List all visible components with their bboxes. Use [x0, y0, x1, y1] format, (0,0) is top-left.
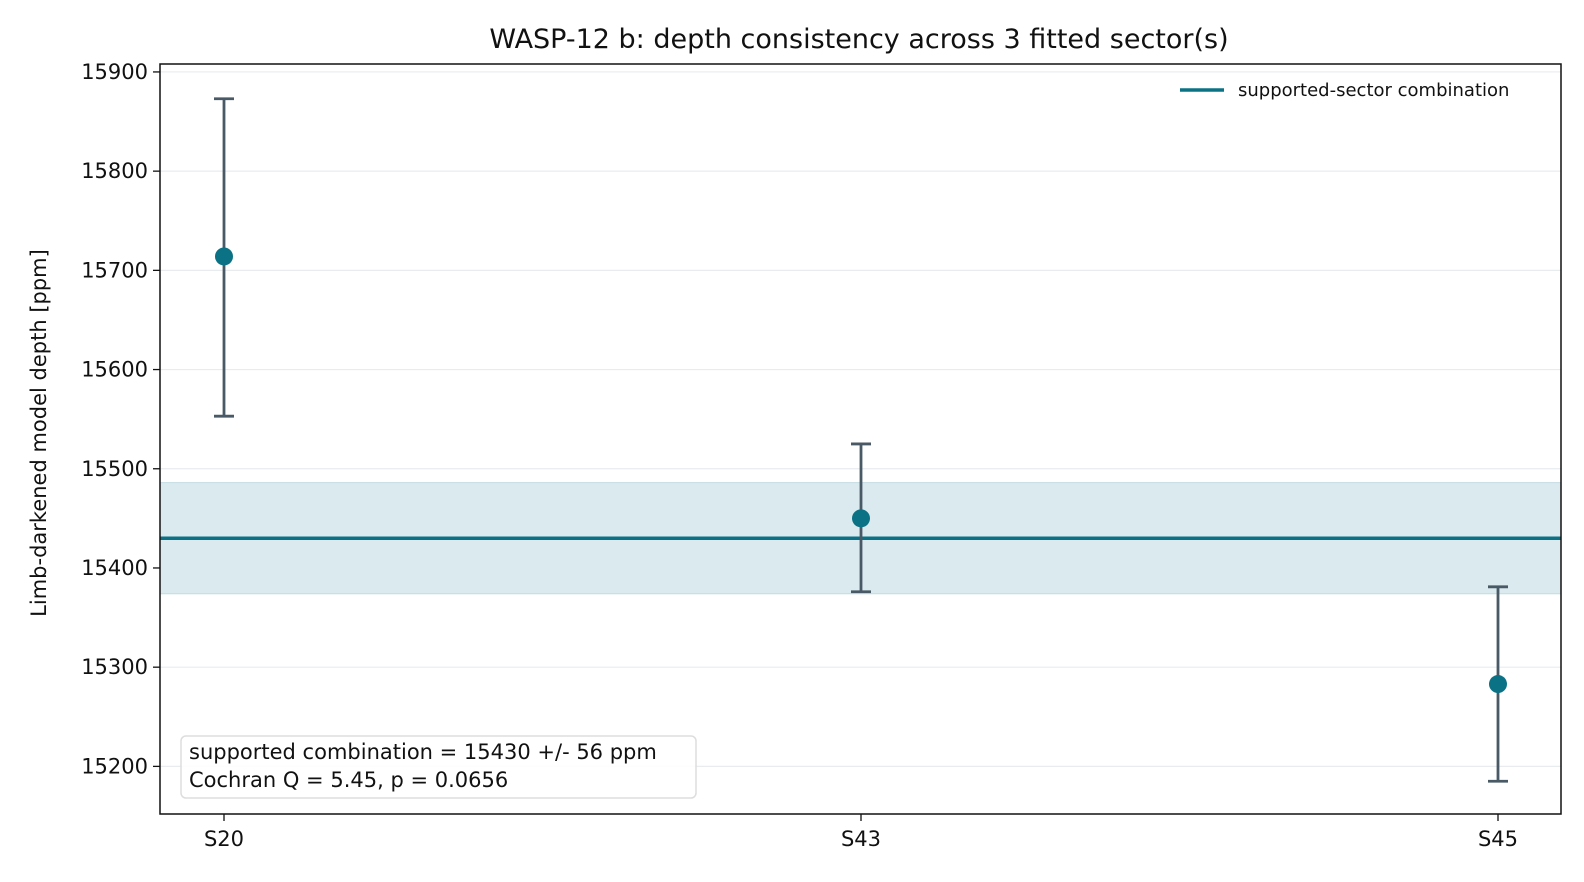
y-tick-label: 15800 — [81, 159, 148, 183]
legend: supported-sector combination — [1180, 80, 1509, 101]
chart-title: WASP-12 b: depth consistency across 3 fi… — [489, 24, 1228, 55]
data-layer — [214, 97, 1508, 783]
axes-layer: 15200 15300 15400 15500 15600 15700 15800 15900… — [81, 60, 1562, 851]
stats-annotation-box: supported combination = 15430 +/- 56 ppm… — [180, 735, 697, 799]
data-point-S43 — [852, 509, 870, 528]
y-tick-label: 15600 — [81, 358, 148, 382]
y-tick-label: 15400 — [81, 556, 148, 580]
y-tick-label: 15300 — [81, 655, 148, 679]
x-tick-label-S45: S45 — [1478, 827, 1518, 851]
x-tick-label-S20: S20 — [204, 827, 244, 851]
annotation-line-2: Cochran Q = 5.45, p = 0.0656 — [189, 768, 508, 792]
plot-frame — [159, 63, 1562, 815]
annotation-line-1: supported combination = 15430 +/- 56 ppm — [189, 740, 657, 764]
y-tick-label: 15500 — [81, 457, 148, 481]
data-point-S20 — [215, 247, 233, 266]
grid-lines — [160, 71, 1561, 767]
y-tick-label: 15700 — [81, 258, 148, 282]
annotation-frame — [180, 735, 697, 799]
x-tick-label-S43: S43 — [841, 827, 881, 851]
y-axis-label: Limb-darkened model depth [ppm] — [27, 249, 51, 617]
legend-label: supported-sector combination — [1238, 80, 1509, 101]
y-tick-label: 15200 — [81, 754, 148, 778]
y-tick-label: 15900 — [81, 60, 148, 84]
data-point-S45 — [1489, 675, 1507, 694]
